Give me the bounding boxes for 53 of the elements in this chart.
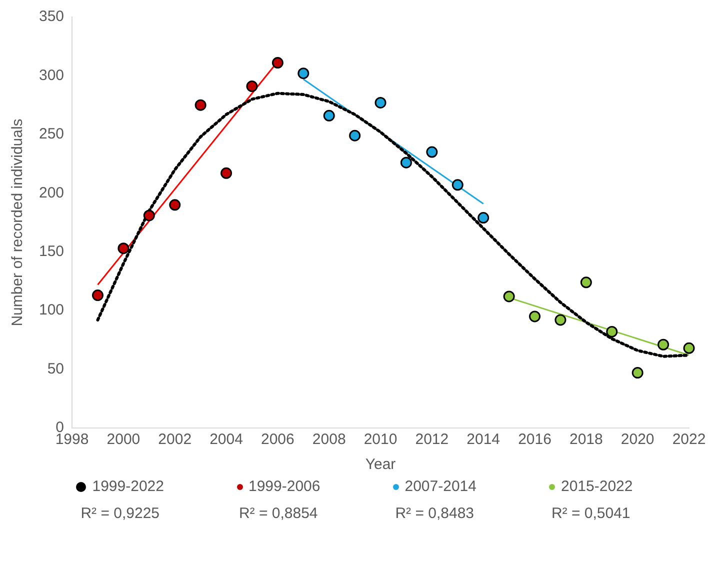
point [220, 167, 232, 179]
x-tick-label: 2018 [569, 431, 603, 448]
text: R² = 0,5041 [551, 505, 630, 522]
point [194, 99, 206, 111]
x-tick-label: 2012 [415, 431, 449, 448]
point [374, 96, 386, 108]
point [658, 338, 670, 350]
point [503, 290, 515, 302]
x-axis-title: Year [365, 456, 396, 474]
y-tick-label: 250 [38, 126, 64, 143]
legend-label: 1999-2006 [248, 478, 320, 495]
point [554, 314, 566, 326]
point [478, 212, 490, 224]
point [272, 57, 284, 69]
point [426, 146, 438, 158]
point [246, 80, 258, 92]
x-tick-label: 2016 [518, 431, 552, 448]
x-tick-label: 2006 [260, 431, 294, 448]
legend-label: 2007-2014 [404, 478, 476, 495]
x-tick-label: 2010 [364, 431, 398, 448]
point [298, 68, 310, 80]
point [92, 290, 104, 302]
x-tick-label: 2002 [158, 431, 192, 448]
point [118, 242, 130, 254]
x-tick-label: 2014 [466, 431, 500, 448]
x-tick-label: 2004 [210, 431, 243, 448]
point [143, 210, 155, 222]
x-tick-label: 2000 [106, 431, 140, 448]
y-tick-label: 200 [38, 184, 64, 202]
point [452, 179, 464, 191]
x-tick-label: 2020 [620, 431, 654, 448]
point [580, 276, 592, 288]
point [632, 367, 644, 379]
legend-label: 2015-2022 [561, 478, 633, 495]
point [529, 310, 541, 322]
point [606, 326, 618, 338]
text: R² = 0,8854 [238, 505, 318, 522]
y-axis-title: Number of recorded individuals [9, 118, 26, 326]
y-tick-label: 350 [38, 8, 64, 26]
y-tick-label: 300 [38, 66, 64, 84]
point [400, 156, 412, 168]
y-tick-label: 100 [38, 302, 64, 319]
text: R² = 0,9225 [80, 505, 160, 522]
text: R² = 0,8483 [395, 505, 474, 522]
point [683, 342, 695, 354]
y-tick-label: 50 [47, 360, 64, 378]
point [349, 130, 361, 142]
point [323, 110, 335, 122]
legend-label: 1999-2022 [92, 478, 164, 495]
point [169, 199, 181, 211]
x-tick-label: 2008 [312, 431, 346, 448]
y-tick-label: 150 [38, 243, 64, 260]
x-tick-label: 2022 [672, 431, 706, 448]
